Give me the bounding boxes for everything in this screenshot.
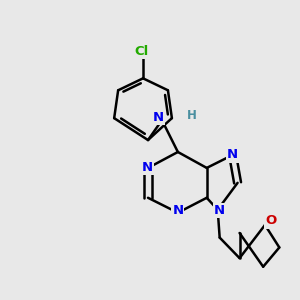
Text: N: N: [142, 161, 153, 174]
Text: N: N: [214, 204, 225, 217]
Text: N: N: [152, 111, 164, 124]
Text: N: N: [227, 148, 238, 161]
Text: N: N: [172, 204, 183, 217]
Text: Cl: Cl: [134, 45, 148, 58]
Text: H: H: [187, 109, 197, 122]
Text: O: O: [265, 214, 277, 227]
